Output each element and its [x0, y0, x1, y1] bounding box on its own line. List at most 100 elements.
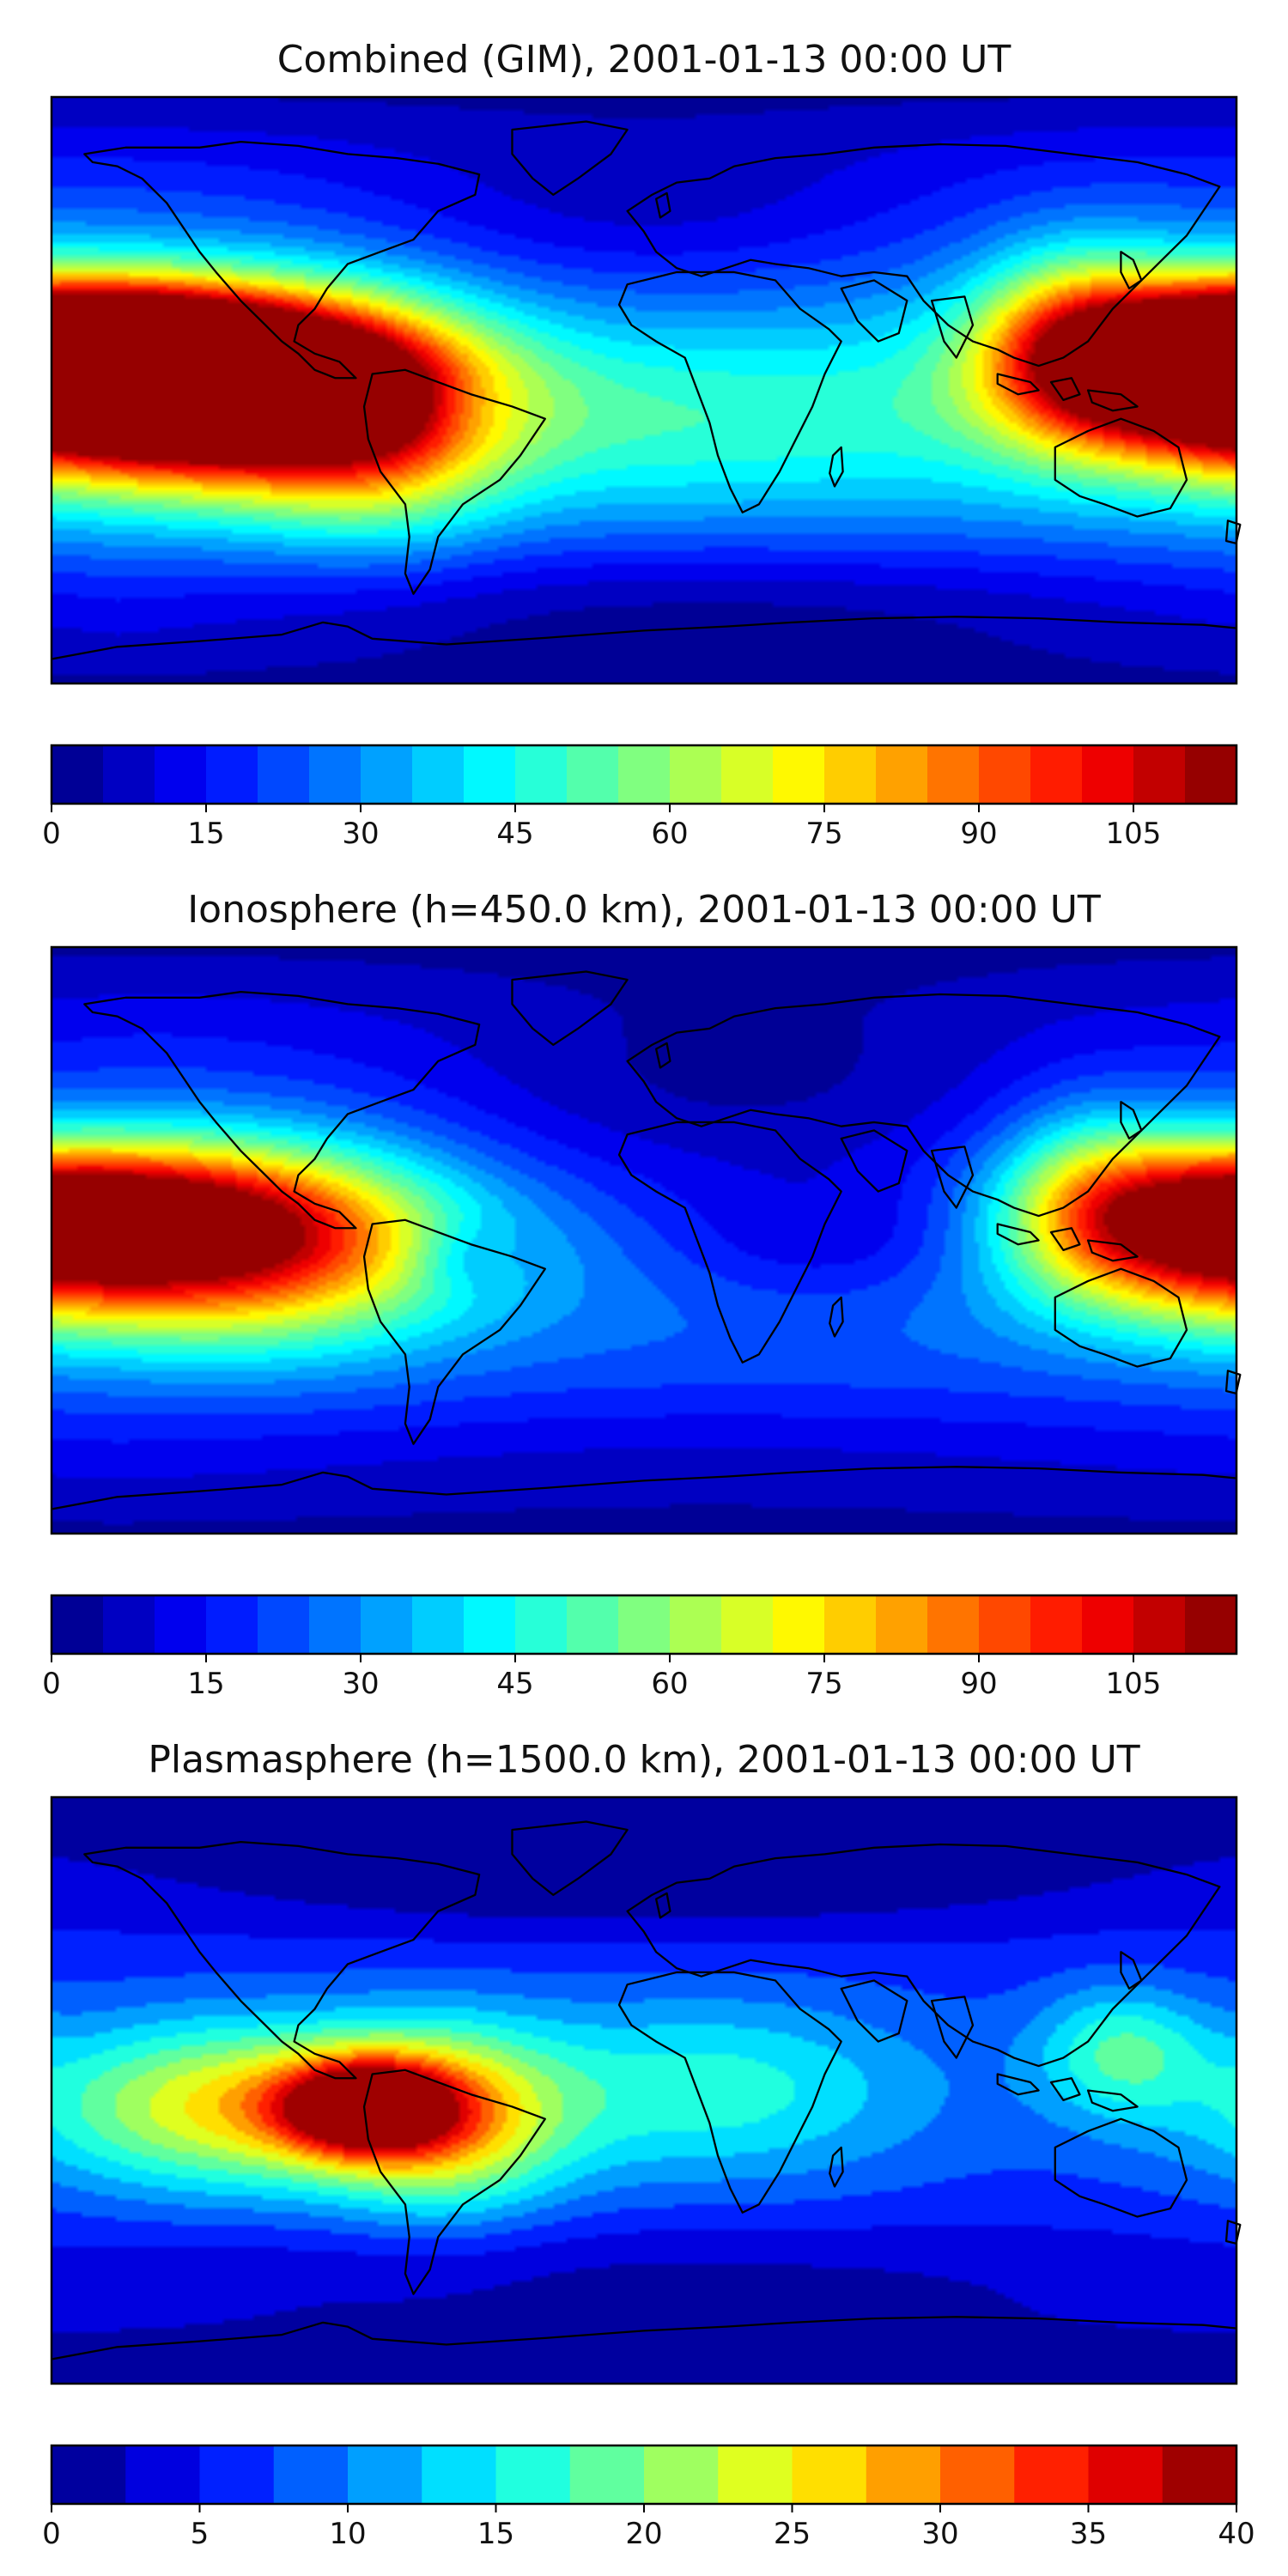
panel-plasmasphere: Plasmasphere (h=1500.0 km), 2001-01-13 0… [42, 1738, 1255, 2551]
panel-3-frame [50, 1795, 1238, 2385]
colorbar-segment [52, 2445, 126, 2504]
panel-2-map [52, 947, 1236, 1534]
colorbar-segment [206, 1595, 258, 1654]
colorbar-segment [103, 1595, 155, 1654]
colorbar-segment [52, 745, 104, 804]
panel-ionosphere: Ionosphere (h=450.0 km), 2001-01-13 00:0… [42, 888, 1242, 1701]
colorbar-segment [618, 745, 671, 804]
colorbar-segment [495, 2445, 571, 2504]
panel-combined: Combined (GIM), 2001-01-13 00:00 UT 0 15 3… [42, 38, 1242, 851]
colorbar-segment [1162, 2445, 1237, 2504]
colorbar-segment [979, 745, 1031, 804]
colorbar-segment [1133, 745, 1186, 804]
colorbar-tick-label: 90 [960, 1667, 997, 1701]
panel-1-map [52, 97, 1236, 683]
colorbar-segment [721, 745, 774, 804]
colorbar-segment [103, 745, 155, 804]
colorbar-segment [206, 745, 258, 804]
panel-1-frame [50, 95, 1238, 685]
colorbar-segment [1185, 1595, 1237, 1654]
colorbar-segment [569, 2445, 645, 2504]
colorbar-segment [567, 745, 619, 804]
colorbar-segment [824, 745, 877, 804]
colorbar-segment [155, 745, 207, 804]
colorbar-segment [792, 2445, 867, 2504]
colorbar-tick-label: 30 [342, 817, 379, 851]
panel-2-frame [50, 945, 1238, 1535]
colorbar-segment [348, 2445, 422, 2504]
colorbar-tick-label: 60 [651, 1667, 688, 1701]
panel-2-colorbar: 0 15 30 45 60 75 90 105 [42, 1594, 1238, 1701]
colorbar-tick-label: 60 [651, 817, 688, 851]
colorbar-tick-label: 30 [342, 1667, 379, 1701]
colorbar-segment [927, 1595, 980, 1654]
colorbar-tick-label: 5 [191, 2517, 210, 2551]
colorbar-frame [50, 1594, 1238, 1656]
colorbar-segment [258, 1595, 310, 1654]
colorbar-segment [567, 1595, 619, 1654]
colorbar-segment [1082, 1595, 1134, 1654]
colorbar-segment [718, 2445, 793, 2504]
colorbar-tick-label: 105 [1106, 1667, 1162, 1701]
colorbar-segment [1133, 1595, 1186, 1654]
colorbar-segment [1030, 1595, 1083, 1654]
colorbar-segment [309, 745, 361, 804]
colorbar-segment [199, 2445, 275, 2504]
panel-3-map [52, 1797, 1236, 2384]
panel-3-colorbar: 0 5 10 15 20 25 30 35 40 [42, 2444, 1255, 2551]
colorbar-segment [1082, 745, 1134, 804]
colorbar-segment [515, 1595, 568, 1654]
panel-1-title: Combined (GIM), 2001-01-13 00:00 UT [277, 38, 1012, 82]
colorbar-segment [670, 745, 722, 804]
colorbar-tick-label: 10 [329, 2517, 366, 2551]
colorbar-tick-label: 15 [187, 817, 224, 851]
colorbar-segment [309, 1595, 361, 1654]
colorbar-segment [422, 2445, 497, 2504]
colorbar-segment [1030, 745, 1083, 804]
colorbar-segment [412, 745, 465, 804]
colorbar-segment [125, 2445, 201, 2504]
colorbar-segment [1088, 2445, 1163, 2504]
colorbar-tick-label: 15 [477, 2517, 514, 2551]
colorbar-segment [940, 2445, 1015, 2504]
colorbar-segment [644, 2445, 719, 2504]
colorbar-tick-label: 0 [42, 2517, 61, 2551]
colorbar-frame [50, 744, 1238, 805]
colorbar-tick-label: 90 [960, 817, 997, 851]
colorbar-segment [52, 1595, 104, 1654]
colorbar-segment [773, 745, 825, 804]
colorbar-segment [866, 2445, 941, 2504]
panel-1-colorbar: 0 15 30 45 60 75 90 105 [42, 744, 1238, 851]
colorbar-segment [773, 1595, 825, 1654]
panel-3-title: Plasmasphere (h=1500.0 km), 2001-01-13 0… [148, 1738, 1139, 1782]
colorbar-segment [1014, 2445, 1090, 2504]
colorbar-tick-label: 105 [1106, 817, 1162, 851]
colorbar-segment [155, 1595, 207, 1654]
colorbar-segment [824, 1595, 877, 1654]
colorbar-segment [721, 1595, 774, 1654]
colorbar-tick-label: 45 [496, 817, 533, 851]
colorbar-segment [876, 745, 928, 804]
colorbar-segment [361, 1595, 413, 1654]
colorbar-segment [979, 1595, 1031, 1654]
colorbar-tick-label: 20 [625, 2517, 662, 2551]
colorbar-segment [412, 1595, 465, 1654]
colorbar-tick-label: 15 [187, 1667, 224, 1701]
colorbar-segment [464, 745, 516, 804]
colorbar-tick-label: 25 [774, 2517, 811, 2551]
panel-2-title: Ionosphere (h=450.0 km), 2001-01-13 00:0… [187, 888, 1101, 932]
colorbar-tick-label: 75 [805, 1667, 842, 1701]
colorbar-segment [927, 745, 980, 804]
colorbar-tick-label: 0 [42, 817, 61, 851]
colorbar-segment [670, 1595, 722, 1654]
colorbar-tick-label: 0 [42, 1667, 61, 1701]
colorbar-segment [515, 745, 568, 804]
colorbar-segment [1185, 745, 1237, 804]
colorbar-tick-label: 30 [921, 2517, 958, 2551]
colorbar-segment [361, 745, 413, 804]
colorbar-segment [273, 2445, 349, 2504]
colorbar-tick-label: 35 [1070, 2517, 1107, 2551]
colorbar-segment [618, 1595, 671, 1654]
colorbar-segment [464, 1595, 516, 1654]
